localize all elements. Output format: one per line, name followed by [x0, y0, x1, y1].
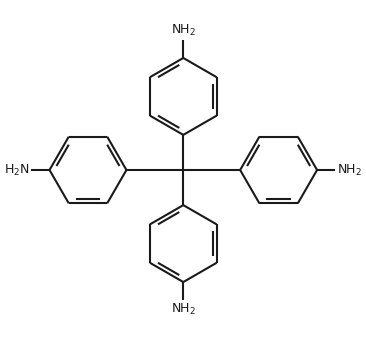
Text: NH$_2$: NH$_2$: [337, 163, 362, 177]
Text: H$_2$N: H$_2$N: [4, 163, 30, 177]
Text: NH$_2$: NH$_2$: [171, 23, 196, 38]
Text: NH$_2$: NH$_2$: [171, 302, 196, 317]
